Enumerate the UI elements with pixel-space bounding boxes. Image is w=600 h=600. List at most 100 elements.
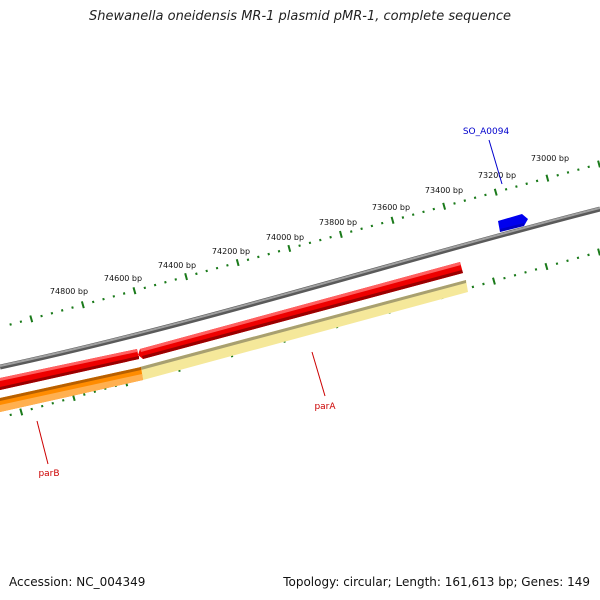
minor-tick	[587, 165, 590, 169]
major-tick	[287, 244, 292, 253]
minor-tick	[246, 258, 250, 262]
gene-parb-band-top	[0, 367, 141, 401]
minor-tick	[411, 213, 415, 216]
minor-tick	[71, 306, 74, 309]
accession-label: Accession:	[9, 575, 73, 589]
major-tick	[493, 188, 498, 196]
minor-tick	[174, 278, 177, 281]
minor-tick	[60, 309, 64, 312]
gene-so-a0094[interactable]	[498, 214, 528, 232]
gene-para-top-light	[140, 262, 461, 352]
minor-tick	[380, 221, 384, 225]
major-tick	[544, 262, 549, 271]
minor-tick	[257, 255, 260, 259]
minor-tick	[515, 185, 518, 188]
gene-para-band[interactable]	[140, 280, 468, 380]
minor-tick	[422, 210, 425, 214]
map-title: Shewanella oneidensis MR-1 plasmid pMR-1…	[88, 9, 512, 24]
minor-tick	[298, 244, 301, 247]
minor-tick	[308, 241, 312, 245]
minor-tick	[350, 230, 353, 233]
topology-label: Topology:	[283, 575, 340, 589]
gene-para-band-top	[140, 280, 466, 370]
genes-value: 149	[567, 575, 590, 589]
gene-parb-bottom-dark	[0, 356, 139, 390]
minor-tick	[195, 272, 198, 276]
minor-tick	[30, 407, 33, 411]
accession-value: NC_004349	[76, 575, 146, 589]
minor-tick	[9, 323, 12, 326]
minor-tick	[51, 401, 54, 405]
major-tick	[492, 277, 496, 285]
length-value: 161,613 bp	[444, 575, 514, 589]
major-tick	[184, 272, 188, 281]
minor-tick	[524, 271, 527, 274]
gene-label-so-a0094[interactable]: SO_A0094	[463, 127, 510, 137]
minor-tick	[432, 207, 436, 211]
minor-tick	[556, 173, 559, 177]
tick-label: 74800 bp	[50, 287, 88, 296]
minor-tick	[566, 259, 569, 263]
backbone-line-highlight	[0, 207, 600, 367]
minor-tick	[401, 216, 405, 219]
minor-tick	[473, 196, 477, 200]
minor-tick	[102, 297, 105, 301]
accession-text: Accession: NC_004349	[9, 575, 145, 589]
minor-tick	[576, 256, 580, 260]
tick-label: 73400 bp	[425, 186, 463, 195]
minor-tick	[513, 273, 517, 277]
minor-tick	[566, 171, 570, 174]
tick-label: 73000 bp	[531, 154, 569, 163]
gene-label-parb[interactable]: parB	[38, 469, 59, 479]
minor-tick	[143, 286, 147, 290]
leader-parb	[36, 420, 49, 465]
minor-tick	[370, 224, 374, 228]
minor-tick	[329, 235, 332, 239]
gene-label-para[interactable]: parA	[314, 402, 336, 412]
major-tick	[29, 315, 34, 323]
minor-tick	[587, 253, 590, 257]
minor-tick	[453, 202, 456, 205]
minor-tick	[577, 168, 580, 171]
major-tick	[19, 408, 24, 416]
minor-tick	[471, 285, 475, 289]
minor-tick	[503, 276, 506, 280]
major-tick	[235, 258, 240, 267]
minor-tick	[555, 262, 559, 265]
gene-parb-band-light	[0, 374, 143, 412]
tick-label: 73200 bp	[478, 171, 516, 180]
tick-label: 73600 bp	[372, 203, 410, 212]
minor-tick	[40, 404, 44, 408]
minor-tick	[164, 280, 167, 284]
minor-tick	[9, 413, 12, 417]
minor-tick	[91, 300, 95, 304]
tick-label: 74200 bp	[212, 247, 250, 256]
minor-tick	[19, 320, 23, 323]
minor-tick	[112, 295, 116, 298]
gene-so-a0094-shade	[500, 223, 524, 232]
summary-text: Topology: circular; Length: 161,613 bp; …	[283, 575, 590, 589]
minor-tick	[40, 314, 43, 318]
minor-tick	[482, 282, 485, 286]
gene-parb-top-light	[0, 349, 137, 381]
minor-tick	[360, 227, 363, 231]
length-label: Length:	[395, 575, 441, 589]
leader-so-a0094	[488, 139, 503, 185]
minor-tick	[267, 252, 270, 256]
minor-tick	[463, 199, 467, 202]
tick-label: 74000 bp	[266, 233, 304, 242]
tick-label: 73800 bp	[319, 218, 357, 227]
minor-tick	[93, 390, 97, 393]
minor-tick	[122, 292, 126, 295]
major-tick	[132, 287, 137, 295]
outer-tick-track	[9, 160, 600, 326]
major-tick	[339, 230, 343, 239]
minor-tick	[535, 179, 539, 183]
tick-labels: 73000 bp 73200 bp 73400 bp 73600 bp 73800 bp…	[50, 154, 569, 296]
tick-label: 74400 bp	[158, 261, 196, 270]
minor-tick	[62, 399, 65, 402]
minor-tick	[484, 193, 487, 197]
major-tick	[545, 174, 550, 182]
major-tick	[442, 202, 447, 210]
